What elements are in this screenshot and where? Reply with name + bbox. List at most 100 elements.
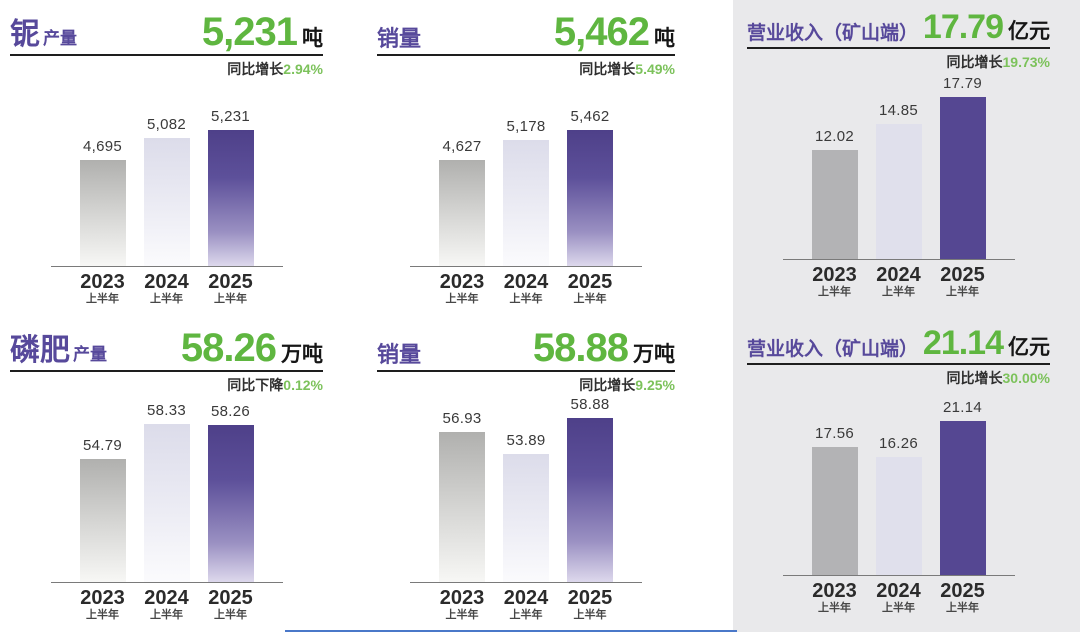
bar-value-label: 12.02 — [814, 127, 855, 145]
axis-baseline — [410, 266, 642, 267]
x-label-year: 2023 — [439, 271, 485, 293]
chart-header: 销量 58.88 万吨 — [377, 328, 675, 372]
yoy-value: 19.73% — [1002, 53, 1050, 70]
chart-phosphate-output: 磷肥 产量 58.26 万吨 同比下降0.12% 54.79 58.33 — [0, 316, 345, 632]
x-label-half: 上半年 — [573, 609, 607, 621]
x-label-year: 2025 — [208, 271, 253, 293]
x-label-half: 上半年 — [946, 285, 979, 298]
chart-title-main: 铌 — [10, 18, 40, 51]
bottom-accent-line — [285, 630, 737, 632]
bar-2025 — [567, 130, 613, 266]
chart-title-main: 营业收入（矿山端） — [747, 22, 919, 44]
bar-plot: 56.93 53.89 58.88 — [377, 394, 675, 582]
bar-group-2025: 58.88 — [567, 396, 613, 582]
chart-title: 铌产量 — [10, 20, 77, 50]
x-label-2023: 2023 上半年 — [80, 588, 126, 622]
headline-value: 21.14 — [922, 324, 1004, 362]
bar-2023 — [811, 149, 858, 259]
x-label-half: 上半年 — [882, 285, 915, 298]
chart-header: 销量 5,462 吨 — [377, 12, 675, 56]
x-label-year: 2025 — [208, 587, 253, 609]
x-axis-labels: 2023 上半年 2024 上半年 2025 上半年 — [747, 263, 1050, 299]
bar-group-2024: 58.33 — [143, 402, 190, 582]
x-label-half: 上半年 — [573, 293, 607, 305]
chart-title-suffix: 产量 — [43, 29, 77, 48]
x-label-half: 上半年 — [150, 293, 183, 305]
bar-2024 — [143, 138, 190, 266]
bar-value-label: 14.85 — [878, 101, 919, 119]
bar-2025 — [939, 420, 986, 575]
bar-2023 — [439, 160, 485, 266]
x-label-year: 2024 — [876, 263, 921, 286]
axis-baseline — [50, 582, 283, 583]
x-label-half: 上半年 — [818, 601, 851, 614]
bar-plot: 54.79 58.33 58.26 — [10, 394, 323, 582]
yoy-label: 同比增长 — [946, 53, 1003, 70]
chart-title-main: 销量 — [377, 342, 422, 367]
x-label-2023: 2023 上半年 — [80, 272, 126, 306]
bar-group-2024: 14.85 — [875, 101, 922, 259]
bar-2023 — [79, 459, 126, 582]
bar-plot: 12.02 14.85 17.79 — [747, 71, 1050, 259]
x-label-year: 2025 — [940, 263, 985, 286]
bar-value-label: 5,462 — [570, 108, 610, 125]
x-label-2023: 2023 上半年 — [439, 588, 485, 622]
bar-value-label: 5,178 — [506, 118, 546, 135]
bar-group-2024: 5,178 — [503, 118, 549, 266]
bar-2024 — [503, 454, 549, 582]
bar-group-2023: 54.79 — [79, 437, 126, 582]
headline-unit: 万吨 — [281, 343, 323, 366]
bar-value-label: 58.33 — [146, 402, 187, 419]
x-label-year: 2024 — [144, 587, 189, 609]
bar-value-label: 16.26 — [878, 434, 919, 452]
bar-value-label: 21.14 — [942, 398, 983, 416]
bar-group-2025: 21.14 — [939, 398, 986, 575]
headline-unit: 亿元 — [1008, 336, 1050, 359]
x-label-half: 上半年 — [150, 609, 183, 621]
bar-group-2025: 17.79 — [939, 74, 986, 259]
headline-unit: 万吨 — [633, 343, 675, 366]
bar-value-label: 4,627 — [442, 138, 482, 155]
chart-title-main: 销量 — [377, 26, 422, 51]
x-label-year: 2024 — [503, 271, 549, 293]
bar-2023 — [79, 160, 126, 266]
bar-2025 — [207, 130, 254, 266]
headline-value: 17.79 — [922, 8, 1004, 46]
bar-2024 — [875, 456, 922, 575]
yoy-value: 2.94% — [283, 61, 323, 77]
bar-value-label: 4,695 — [82, 138, 123, 155]
x-label-half: 上半年 — [509, 293, 543, 305]
x-label-2025: 2025 上半年 — [567, 272, 613, 306]
chart-title-main: 磷肥 — [10, 334, 70, 367]
x-label-year: 2025 — [567, 587, 613, 609]
bar-2025 — [207, 425, 254, 582]
axis-baseline — [50, 266, 283, 267]
bar-2023 — [439, 432, 485, 582]
bar-group-2024: 16.26 — [875, 434, 922, 575]
bar-value-label: 17.79 — [942, 74, 983, 92]
x-label-2025: 2025 上半年 — [940, 580, 986, 615]
chart-title-suffix: 产量 — [73, 345, 107, 364]
x-label-half: 上半年 — [214, 293, 247, 305]
x-label-half: 上半年 — [445, 293, 479, 305]
headline-value: 5,462 — [553, 10, 650, 54]
yoy-change: 同比增长9.25% — [377, 376, 675, 394]
yoy-value: 9.25% — [635, 377, 675, 393]
bar-value-label: 58.26 — [210, 403, 251, 420]
x-label-year: 2024 — [876, 579, 921, 602]
x-label-2025: 2025 上半年 — [567, 588, 613, 622]
x-label-2024: 2024 上半年 — [876, 263, 922, 299]
x-label-2024: 2024 上半年 — [144, 588, 190, 622]
x-label-year: 2023 — [812, 579, 857, 602]
x-label-2025: 2025 上半年 — [940, 263, 986, 299]
headline-value-group: 58.88 万吨 — [533, 328, 675, 368]
bar-2025 — [567, 418, 613, 582]
bar-group-2025: 5,462 — [567, 108, 613, 266]
x-axis-labels: 2023 上半年 2024 上半年 2025 上半年 — [747, 579, 1050, 615]
headline-value-group: 5,231 吨 — [202, 12, 323, 52]
yoy-change: 同比增长5.49% — [377, 60, 675, 78]
yoy-change: 同比下降0.12% — [10, 376, 323, 394]
bar-value-label: 17.56 — [814, 424, 855, 442]
